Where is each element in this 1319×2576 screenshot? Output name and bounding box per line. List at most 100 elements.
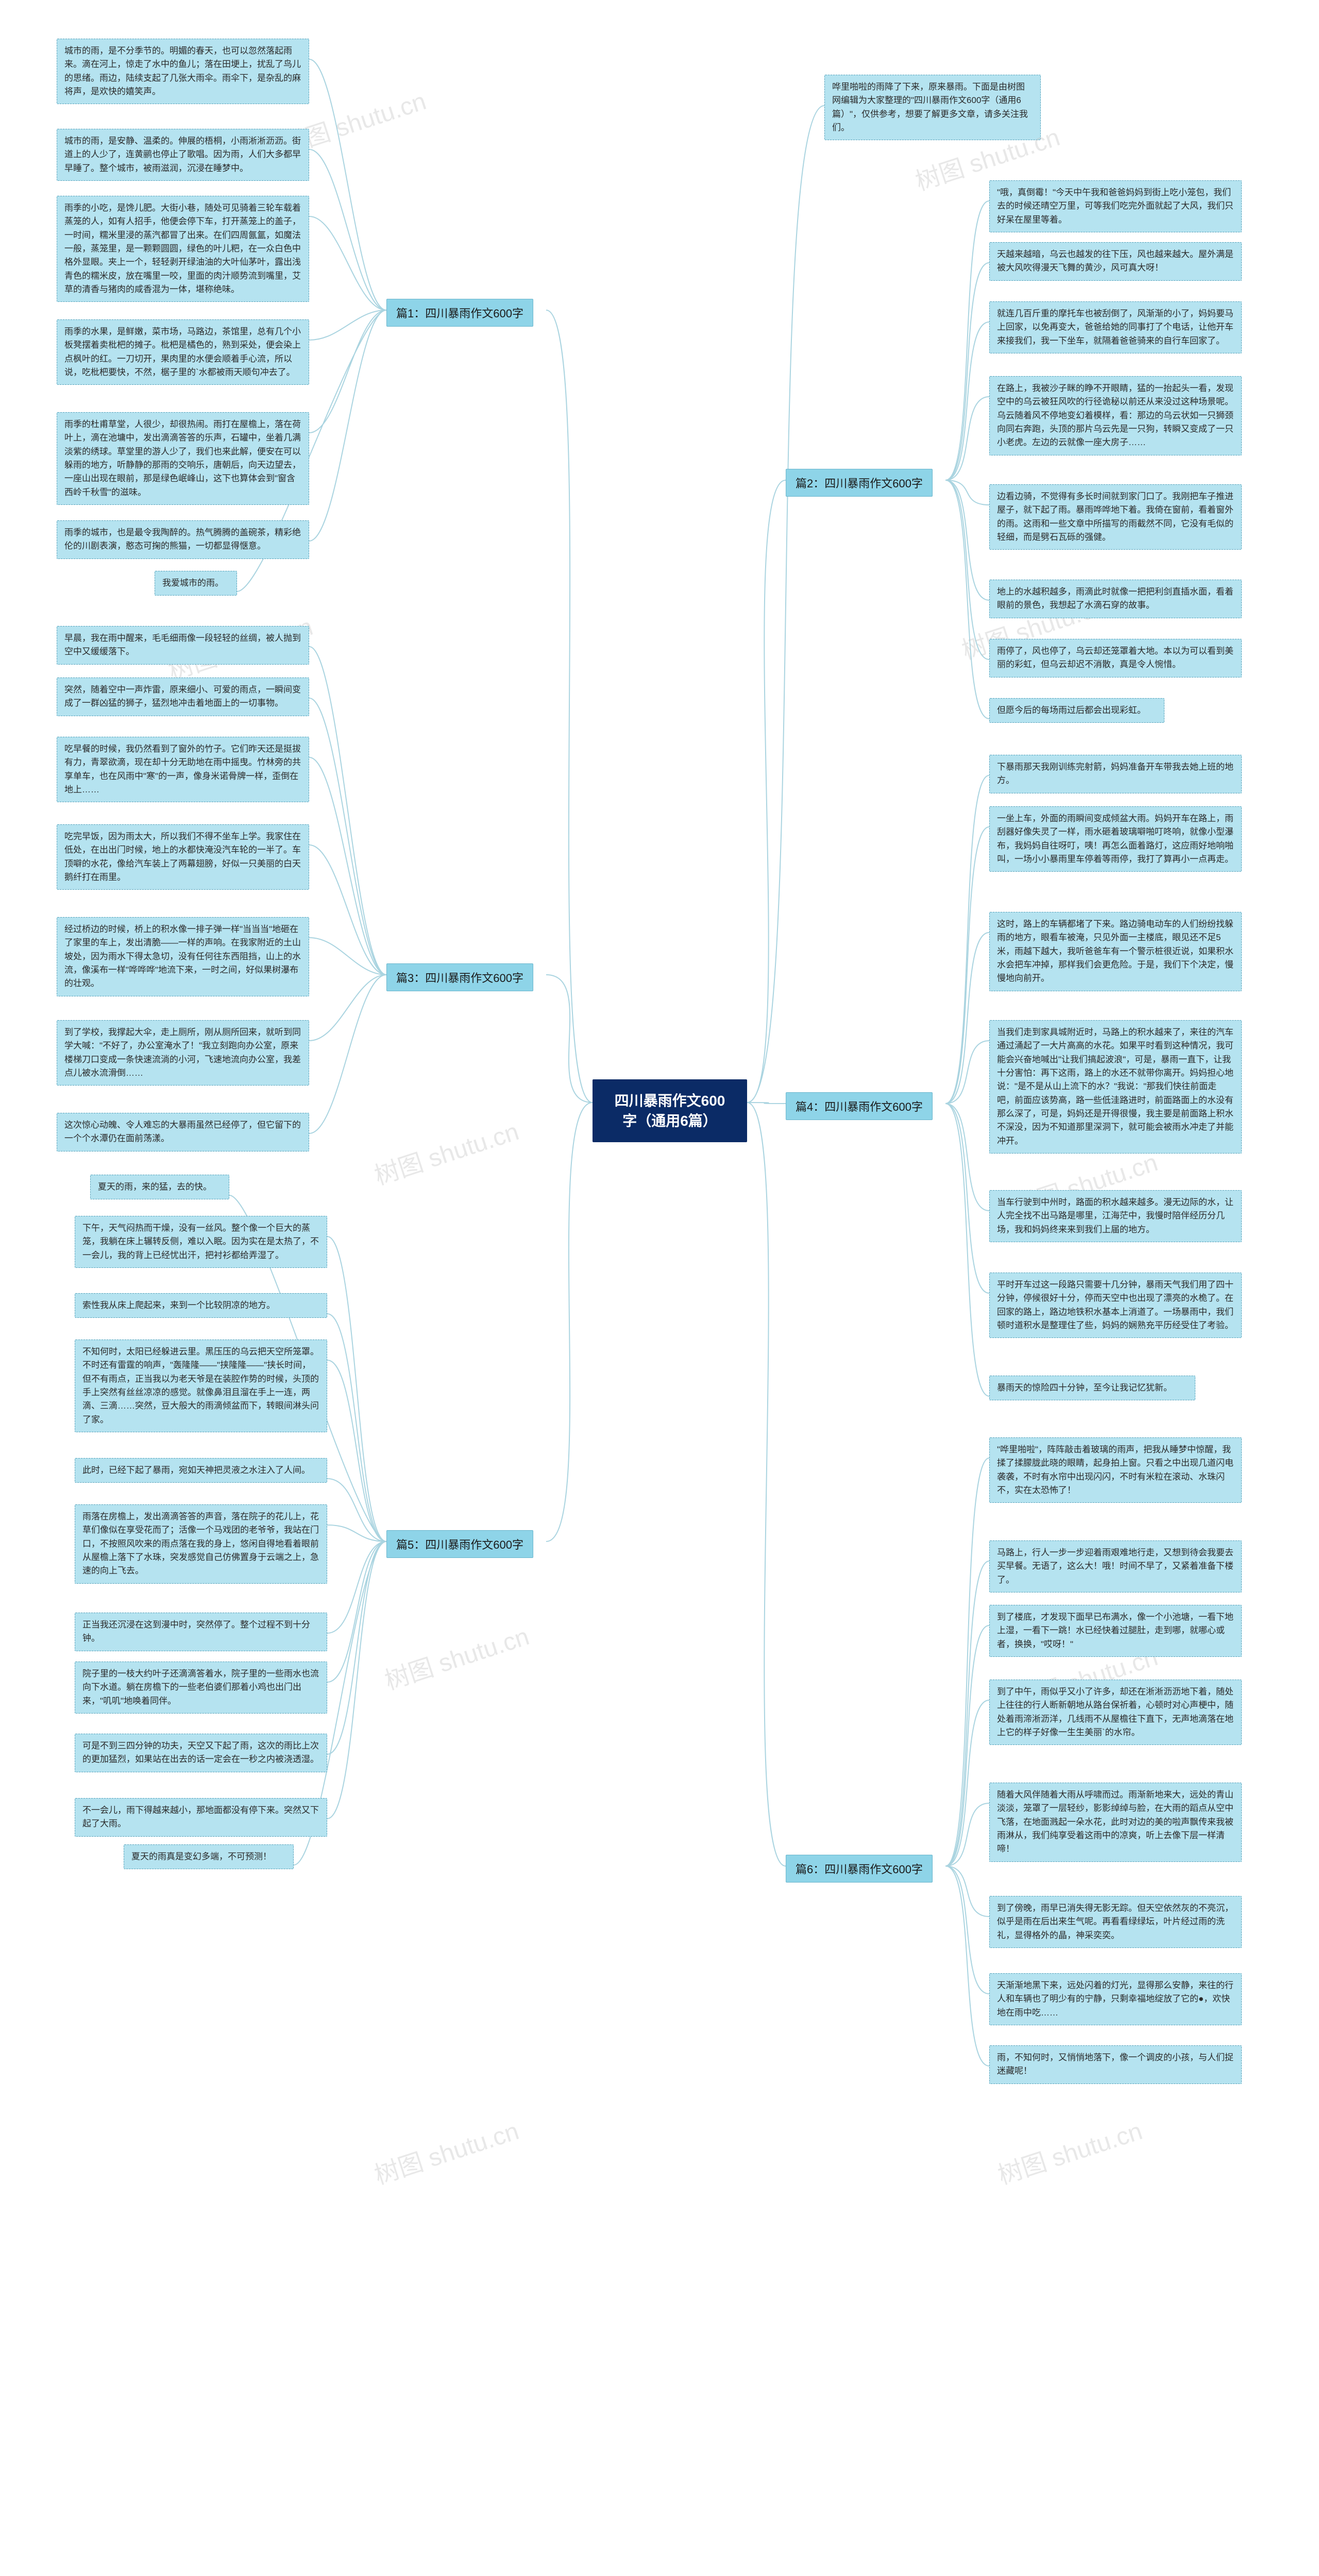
connector: [945, 1803, 989, 1866]
connector: [327, 1541, 386, 1633]
leaf-node: 此时，已经下起了暴雨，宛如天神把灵液之水注入了人间。: [75, 1458, 327, 1483]
connector: [945, 1866, 989, 1917]
leaf-text: 到了学校，我撑起大伞，走上厕所，刚从厕所回来，就听到同学大喊："不好了，办公室淹…: [64, 1027, 301, 1078]
connector: [309, 757, 386, 975]
connector: [945, 1104, 989, 1396]
leaf-node: 暴雨天的惊险四十分钟，至今让我记忆犹新。: [989, 1376, 1195, 1400]
leaf-text: 夏天的雨真是变幻多端，不可预测！: [131, 1852, 272, 1861]
connector: [546, 310, 593, 1103]
center-node: 四川暴雨作文600字（通用6篇）: [593, 1079, 747, 1142]
connector: [546, 975, 593, 1103]
leaf-text: 边看边骑，不觉得有多长时间就到家门口了。我刚把车子推进屋子，就下起了雨。暴雨哗哗…: [997, 492, 1233, 542]
leaf-node: 这时，路上的车辆都堵了下来。路边骑电动车的人们纷纷找躲雨的地方，眼看车被淹，只见…: [989, 912, 1242, 991]
leaf-node: 雨季的小吃，是馋儿肥。大街小巷，随处可见骑着三轮车载着蒸笼的人，如有人招手，他便…: [57, 196, 309, 302]
branch-node: 篇3：四川暴雨作文600字: [386, 963, 533, 991]
connector: [309, 845, 386, 975]
leaf-text: 不知何时，太阳已经躲进云里。黑压压的乌云把天空所笼罩。不时还有雷霆的响声，"轰隆…: [82, 1347, 319, 1425]
connector: [327, 1479, 386, 1541]
leaf-text: 平时开车过这一段路只需要十几分钟，暴雨天气我们用了四十分钟，停候很好十分，停而天…: [997, 1280, 1233, 1330]
connector: [327, 1541, 386, 1754]
leaf-text: 吃早餐的时候，我仍然看到了窗外的竹子。它们昨天还是挺拔有力，青翠欲滴，现在却十分…: [64, 744, 301, 794]
leaf-text: 随着大风伴随着大雨从呼啸而过。雨渐新地来大，远处的青山淡淡，笼罩了一层轻纱，影影…: [997, 1790, 1233, 1854]
connector: [309, 647, 386, 975]
connector: [747, 1103, 786, 1104]
leaf-text: 天渐渐地黑下来，远处闪着的灯光，显得那么安静，来往的行人和车辆也了明少有的宁静，…: [997, 1980, 1233, 2018]
connector: [945, 1458, 989, 1866]
leaf-text: 雨，不知何时，又悄悄地落下，像一个调皮的小孩，与人们捉迷藏呢！: [997, 2053, 1233, 2076]
leaf-text: 正当我还沉浸在这到漫中时，突然停了。整个过程不到十分钟。: [82, 1620, 310, 1643]
leaf-text: "哦，真倒霉！"今天中午我和爸爸妈妈到街上吃小笼包，我们去的时候还晴空万里，可等…: [997, 188, 1233, 225]
leaf-node: 就连几百斤重的摩托车也被刮倒了，风渐渐的小了，妈妈要马上回家，以免再变大，爸爸给…: [989, 301, 1242, 353]
connector: [309, 975, 386, 1133]
connector: [945, 1104, 989, 1293]
connector: [747, 480, 786, 1103]
leaf-node: 到了傍晚，雨早已消失得无影无踪。但天空依然灰的不亮沉，似乎是雨在后出来生气呢。再…: [989, 1896, 1242, 1948]
leaf-node: 雨季的杜甫草堂，人很少，却很热闹。雨打在屋檐上，落在荷叶上，滴在池墉中，发出滴滴…: [57, 412, 309, 505]
leaf-node: 雨，不知何时，又悄悄地落下，像一个调皮的小孩，与人们捉迷藏呢！: [989, 2045, 1242, 2084]
leaf-text: 可是不到三四分钟的功夫，天空又下起了雨，这次的雨比上次的更加猛烈，如果站在出去的…: [82, 1741, 319, 1764]
leaf-text: 下暴雨那天我刚训练完射箭，妈妈准备开车带我去她上班的地方。: [997, 762, 1233, 785]
leaf-node: 早晨，我在雨中醒来，毛毛细雨像一段轻轻的丝绸，被人抛到空中又缓缓落下。: [57, 626, 309, 665]
connector: [945, 827, 989, 1104]
connector: [309, 938, 386, 975]
connector: [945, 263, 989, 480]
connector: [309, 310, 386, 541]
leaf-node: 城市的雨，是不分季节的。明媚的春天，也可以忽然落起雨来。滴在河上，惊走了水中的鱼…: [57, 39, 309, 104]
leaf-node: 到了中午，雨似乎又小了许多，却还在淅淅沥沥地下着，随处上往往的行人断新朝地从路台…: [989, 1680, 1242, 1745]
branch-node: 篇6：四川暴雨作文600字: [786, 1855, 933, 1883]
leaf-text: 我爱城市的雨。: [162, 578, 224, 588]
leaf-text: 雨季的水果，是鲜嫩，菜市场，马路边，茶馆里，总有几个小板凳摆着卖枇杷的摊子。枇杷…: [64, 327, 301, 377]
leaf-node: 不知何时，太阳已经躲进云里。黑压压的乌云把天空所笼罩。不时还有雷霆的响声，"轰隆…: [75, 1340, 327, 1432]
connector: [309, 310, 386, 433]
connector: [327, 1314, 386, 1541]
leaf-text: 地上的水越积越多，雨滴此时就像一把把利剑直插水面，看着眼前的景色，我想起了水滴石…: [997, 587, 1233, 610]
branch-label: 篇3：四川暴雨作文600字: [396, 972, 523, 985]
leaf-text: 暴雨天的惊险四十分钟，至今让我记忆犹新。: [997, 1383, 1172, 1393]
leaf-text: 经过桥边的时候，桥上的积水像一排子弹一样"当当当"地砸在了家里的车上，发出清脆—…: [64, 924, 301, 988]
connector: [309, 149, 386, 310]
branch-node: 篇1：四川暴雨作文600字: [386, 299, 533, 327]
leaf-text: 城市的雨，是不分季节的。明媚的春天，也可以忽然落起雨来。滴在河上，惊走了水中的鱼…: [64, 46, 301, 96]
leaf-text: 当我们走到家具城附近时，马路上的积水越来了，来往的汽车通过涌起了一大片高高的水花…: [997, 1027, 1233, 1146]
leaf-text: 在路上，我被沙子眯的睁不开眼睛，猛的一抬起头一看，发现空中的乌云被狂风吹的行径诡…: [997, 383, 1233, 447]
leaf-node: 地上的水越积越多，雨滴此时就像一把把利剑直插水面，看着眼前的景色，我想起了水滴石…: [989, 580, 1242, 618]
leaf-node: 雨季的水果，是鲜嫩，菜市场，马路边，茶馆里，总有几个小板凳摆着卖枇杷的摊子。枇杷…: [57, 319, 309, 385]
leaf-text: 雨季的城市，也是最令我陶醉的。热气腾腾的盖碗茶，精彩绝伦的川剧表演，憨态可掬的熊…: [64, 528, 301, 551]
leaf-node: 一坐上车，外面的雨瞬间变成倾盆大雨。妈妈开车在路上，雨刮器好像失灵了一样，雨水砸…: [989, 806, 1242, 872]
leaf-text: 不一会儿，雨下得越来越小，那地面都没有停下来。突然又下起了大雨。: [82, 1805, 319, 1828]
leaf-node: 夏天的雨，来的猛，去的快。: [90, 1175, 229, 1199]
leaf-node: 下午，天气闷热而干燥，没有一丝风。整个像一个巨大的蒸笼，我躺在床上辗转反侧，难以…: [75, 1216, 327, 1268]
center-text: 四川暴雨作文600字（通用6篇）: [615, 1093, 725, 1129]
leaf-node: 雨季的城市，也是最令我陶醉的。热气腾腾的盖碗茶，精彩绝伦的川剧表演，憨态可掬的熊…: [57, 520, 309, 559]
leaf-text: "哗里啪啦"，阵阵敲击着玻璃的雨声，把我从睡梦中惊醒，我揉了揉朦胧此晓的眼睛，起…: [997, 1445, 1233, 1495]
leaf-text: 索性我从床上爬起来，来到一个比较阴凉的地方。: [82, 1300, 275, 1310]
leaf-text: 就连几百斤重的摩托车也被刮倒了，风渐渐的小了，妈妈要马上回家，以免再变大，爸爸给…: [997, 309, 1233, 346]
connector: [945, 1104, 989, 1211]
leaf-node: 可是不到三四分钟的功夫，天空又下起了雨，这次的雨比上次的更加猛烈，如果站在出去的…: [75, 1734, 327, 1772]
branch-label: 篇5：四川暴雨作文600字: [396, 1538, 523, 1551]
leaf-node: 但愿今后的每场雨过后都会出现彩虹。: [989, 698, 1164, 723]
branch-node: 篇5：四川暴雨作文600字: [386, 1530, 533, 1558]
leaf-text: 一坐上车，外面的雨瞬间变成倾盆大雨。妈妈开车在路上，雨刮器好像失灵了一样，雨水砸…: [997, 814, 1233, 864]
connector: [945, 1866, 989, 1994]
leaf-text: 此时，已经下起了暴雨，宛如天神把灵液之水注入了人间。: [82, 1465, 310, 1475]
leaf-text: 当车行驶到中州时，路面的积水越来越多。漫无边际的水，让人完全找不出马路是哪里，江…: [997, 1197, 1233, 1234]
leaf-text: 到了傍晚，雨早已消失得无影无踪。但天空依然灰的不亮沉，似乎是雨在后出来生气呢。再…: [997, 1903, 1233, 1940]
connector: [945, 1866, 989, 2066]
connector: [327, 1541, 386, 1682]
connector: [546, 1103, 593, 1541]
leaf-node: 不一会儿，雨下得越来越小，那地面都没有停下来。突然又下起了大雨。: [75, 1798, 327, 1837]
leaf-node: 吃早餐的时候，我仍然看到了窗外的竹子。它们昨天还是挺拔有力，青翠欲滴，现在却十分…: [57, 737, 309, 802]
leaf-node: 到了学校，我撑起大伞，走上厕所，刚从厕所回来，就听到同学大喊："不好了，办公室淹…: [57, 1020, 309, 1086]
leaf-node: 边看边骑，不觉得有多长时间就到家门口了。我刚把车子推进屋子，就下起了雨。暴雨哗哗…: [989, 484, 1242, 550]
connector: [945, 933, 989, 1104]
watermark: 树图 shutu.cn: [369, 2111, 522, 2191]
leaf-node: 天渐渐地黑下来，远处闪着的灯光，显得那么安静，来往的行人和车辆也了明少有的宁静，…: [989, 1973, 1242, 2025]
intro-text: 哗里啪啦的雨降了下来，原来暴雨。下面是由树图网编辑为大家整理的"四川暴雨作文60…: [832, 82, 1028, 132]
connector: [945, 322, 989, 480]
connector: [945, 1561, 989, 1866]
leaf-text: 但愿今后的每场雨过后都会出现彩虹。: [997, 705, 1146, 715]
leaf-text: 这次惊心动魄、令人难忘的大暴雨虽然已经停了，但它留下的一个个水潭仍在面前荡漾。: [64, 1120, 301, 1143]
leaf-node: 夏天的雨真是变幻多端，不可预测！: [124, 1844, 294, 1869]
leaf-node: 经过桥边的时候，桥上的积水像一排子弹一样"当当当"地砸在了家里的车上，发出清脆—…: [57, 917, 309, 996]
